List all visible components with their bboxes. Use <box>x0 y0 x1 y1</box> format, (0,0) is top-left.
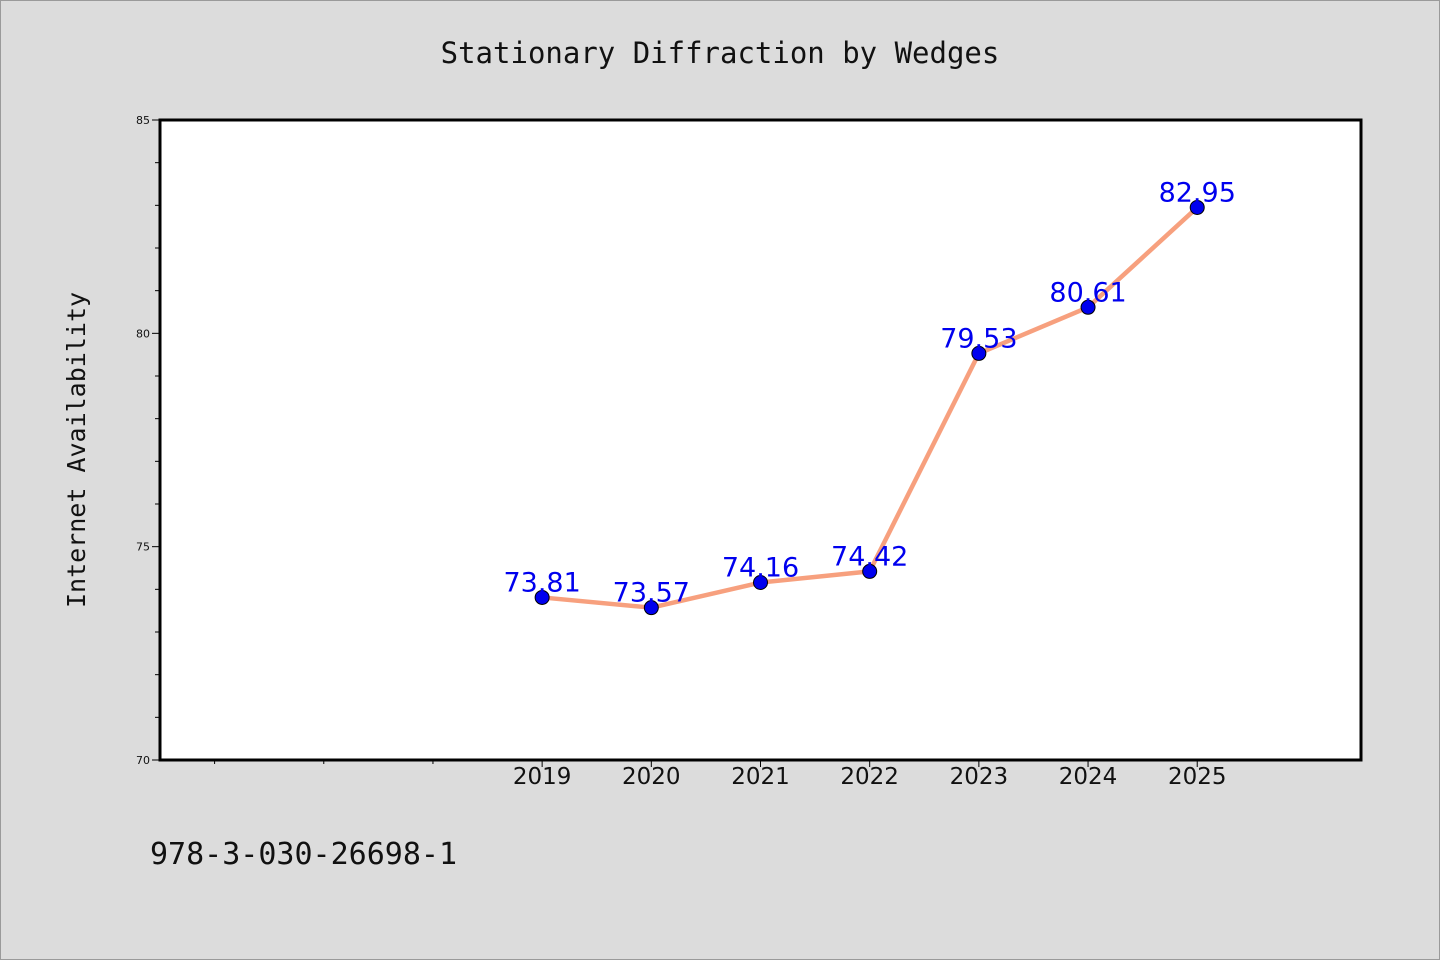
x-tick-label: 2023 <box>950 764 1009 790</box>
y-tick-label: 70 <box>136 754 150 767</box>
y-tick-label: 80 <box>136 327 150 340</box>
x-tick-label: 2022 <box>840 764 899 790</box>
x-tick-label: 2019 <box>513 764 572 790</box>
plot-frame <box>158 118 1363 762</box>
data-point <box>862 563 878 579</box>
data-label: 74.16 <box>722 553 799 584</box>
data-label: 79.53 <box>940 323 1017 354</box>
data-point <box>971 345 987 361</box>
data-point <box>1189 199 1205 215</box>
x-tick-label: 2020 <box>622 764 681 790</box>
x-tick-label: 2021 <box>731 764 790 790</box>
data-point <box>1080 299 1096 315</box>
y-tick-label: 85 <box>136 114 150 127</box>
data-point <box>753 575 768 591</box>
x-tick-label: 2025 <box>1168 764 1227 790</box>
isbn-footer: 978-3-030-26698-1 <box>150 837 457 872</box>
x-tick-label: 2024 <box>1059 764 1118 790</box>
data-point <box>534 589 550 605</box>
y-tick-label: 75 <box>136 541 150 554</box>
data-label: 74.42 <box>831 541 908 572</box>
plot-area <box>160 120 1361 760</box>
y-axis-label: Internet Availability <box>62 292 91 608</box>
data-label: 82.95 <box>1159 177 1236 208</box>
chart-title: Stationary Diffraction by Wedges <box>441 36 1000 70</box>
data-label: 73.57 <box>613 578 690 609</box>
data-label: 73.81 <box>503 567 580 598</box>
data-label: 80.61 <box>1049 277 1126 308</box>
data-point <box>643 600 659 616</box>
